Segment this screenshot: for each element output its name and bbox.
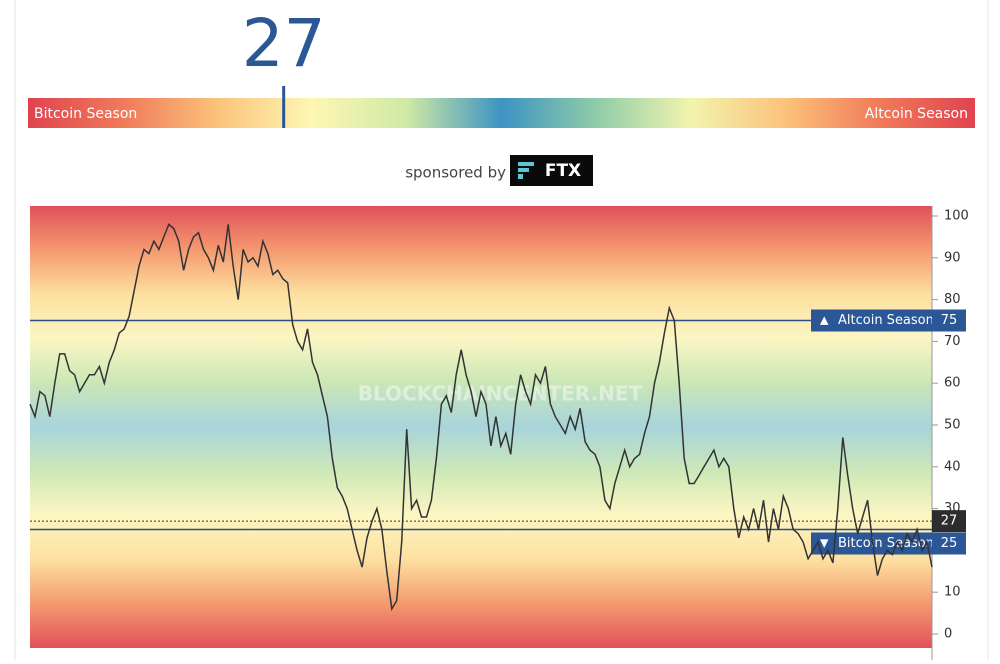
watermark: BLOCKCHAINCENTER.NET <box>358 382 643 406</box>
threshold-value: 25 <box>941 536 958 551</box>
logo-icon <box>518 162 534 166</box>
threshold-icon: ▲ <box>820 314 829 327</box>
gauge-left-label: Bitcoin Season <box>34 106 137 122</box>
gauge-right-label: Altcoin Season <box>865 106 968 122</box>
threshold-icon: ▼ <box>820 537 829 550</box>
y-tick-label: 0 <box>944 627 952 642</box>
y-tick-label: 80 <box>944 292 961 307</box>
threshold-label: Altcoin Season <box>838 313 934 328</box>
logo-icon <box>518 168 529 172</box>
threshold-value-box <box>932 309 966 332</box>
y-tick-label: 60 <box>944 376 961 391</box>
current-value: 27 <box>941 514 958 529</box>
plot-background <box>30 206 932 648</box>
y-tick-label: 50 <box>944 418 961 433</box>
sponsor-text: sponsored by <box>405 164 506 182</box>
threshold-label-box <box>811 309 932 332</box>
current-box <box>932 510 966 533</box>
y-tick-label: 90 <box>944 250 961 265</box>
gauge-value: 27 <box>242 5 326 82</box>
y-tick-label: 10 <box>944 585 961 600</box>
y-tick-label: 70 <box>944 334 961 349</box>
line-series <box>29 223 933 612</box>
threshold-label: Bitcoin Season <box>838 536 934 551</box>
threshold-value: 75 <box>941 313 958 328</box>
threshold-value-box <box>932 532 966 555</box>
y-tick-label: 40 <box>944 459 961 474</box>
sponsor-logo-text: FTX <box>545 161 581 181</box>
y-tick-label: 100 <box>944 209 969 224</box>
gauge-bar <box>28 98 975 128</box>
logo-icon <box>518 174 523 179</box>
